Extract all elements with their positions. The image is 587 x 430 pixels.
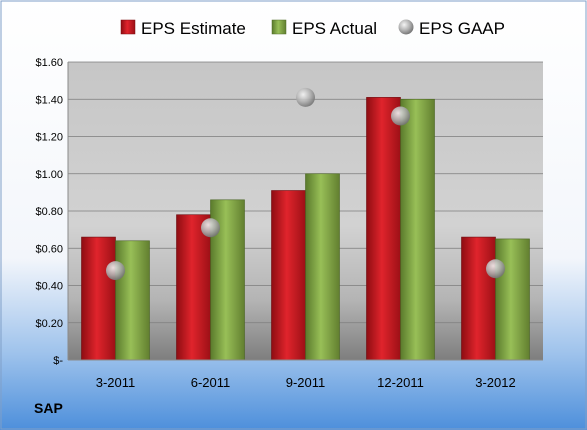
x-tick-label: 9-2011 bbox=[286, 375, 326, 390]
legend-label-estimate: EPS Estimate bbox=[141, 19, 246, 38]
bars bbox=[81, 97, 530, 361]
y-tick-label: $0.20 bbox=[35, 318, 63, 330]
legend-item-actual: EPS Actual bbox=[271, 19, 377, 38]
bar-actual bbox=[495, 238, 530, 361]
bar-actual bbox=[400, 98, 435, 361]
bar-actual bbox=[305, 173, 340, 361]
bar-estimate bbox=[271, 190, 306, 361]
legend-label-actual: EPS Actual bbox=[292, 19, 377, 38]
gaap-markers bbox=[106, 87, 505, 281]
y-tick-label: $1.40 bbox=[35, 94, 63, 106]
gaap-marker bbox=[486, 259, 505, 279]
legend-swatch-actual bbox=[271, 19, 287, 35]
y-tick-label: $0.40 bbox=[35, 281, 63, 293]
x-tick-label: 3-2012 bbox=[475, 375, 515, 390]
legend-swatch-estimate bbox=[120, 19, 136, 35]
y-tick-label: $1.60 bbox=[35, 57, 63, 69]
y-tick-label: $0.80 bbox=[35, 206, 63, 218]
legend-item-gaap: EPS GAAP bbox=[398, 19, 505, 38]
x-tick-label: 3-2011 bbox=[96, 375, 136, 390]
legend-label-gaap: EPS GAAP bbox=[419, 19, 505, 38]
bar-estimate bbox=[81, 236, 116, 361]
bar-estimate bbox=[366, 97, 401, 361]
x-tick-label: 6-2011 bbox=[191, 375, 231, 390]
bar-estimate bbox=[176, 214, 211, 361]
gaap-marker bbox=[106, 261, 125, 281]
y-tick-label: $0.60 bbox=[35, 243, 63, 255]
gaap-marker bbox=[391, 106, 410, 126]
legend: EPS Estimate EPS Actual EPS GAAP bbox=[120, 19, 505, 38]
gaap-marker bbox=[296, 87, 315, 107]
legend-item-estimate: EPS Estimate bbox=[120, 19, 246, 38]
y-tick-label: $1.00 bbox=[35, 169, 63, 181]
y-tick-label: $1.20 bbox=[35, 132, 63, 144]
x-tick-label: 12-2011 bbox=[377, 375, 424, 390]
x-axis: 3-2011 6-2011 9-2011 12-2011 3-2012 bbox=[68, 359, 543, 390]
bar-actual bbox=[115, 240, 150, 361]
y-axis: $- $0.20 $0.40 $0.60 $0.80 $1.00 $1.20 $1.40 $1.… bbox=[35, 57, 69, 367]
legend-marker-gaap bbox=[398, 19, 414, 35]
y-tick-label: $- bbox=[53, 355, 63, 367]
ticker-label: SAP bbox=[34, 400, 63, 416]
bar-estimate bbox=[461, 236, 496, 361]
gaap-marker bbox=[201, 218, 220, 238]
